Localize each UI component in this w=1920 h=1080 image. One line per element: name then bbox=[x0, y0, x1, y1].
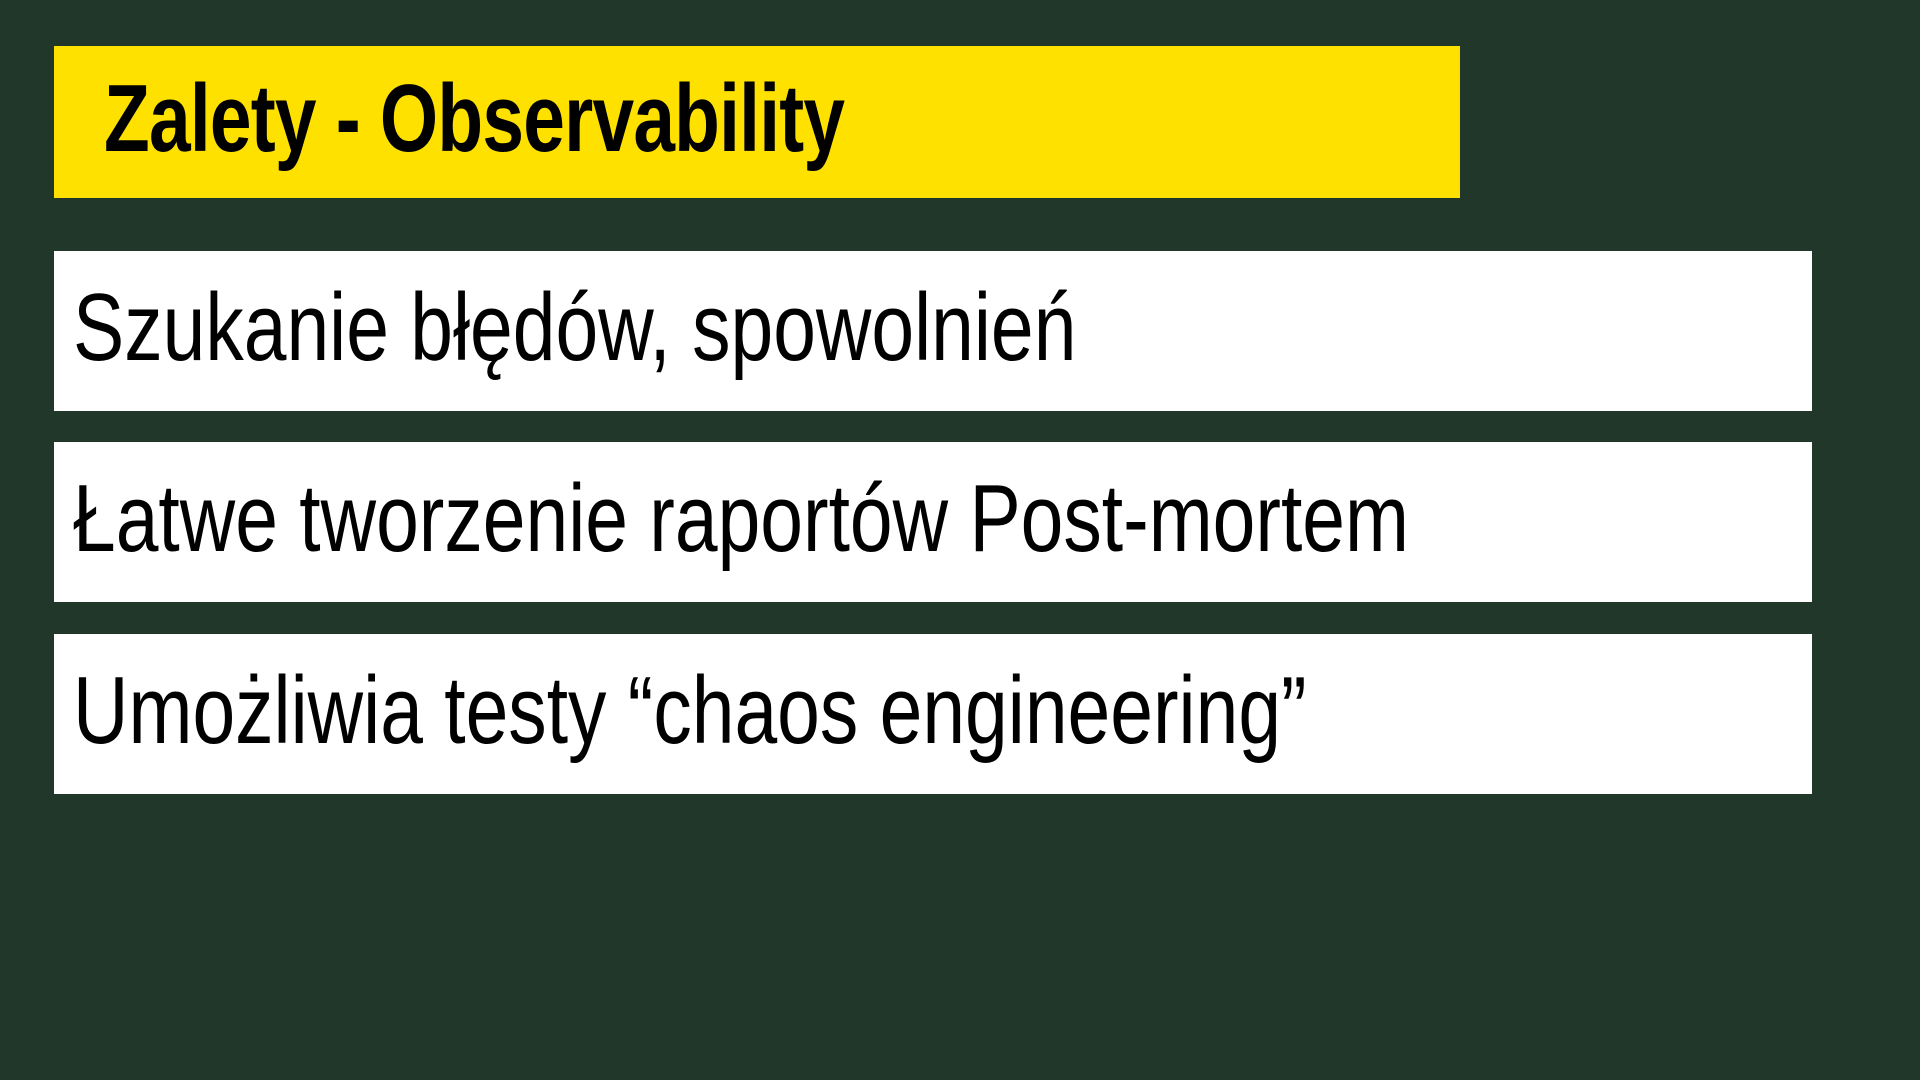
bullet-text-2: Łatwe tworzenie raportów Post-mortem bbox=[73, 465, 1409, 572]
slide-title: Zalety - Observability bbox=[104, 65, 845, 172]
bullet-box-1: Szukanie błędów, spowolnień bbox=[54, 251, 1812, 411]
title-banner: Zalety - Observability bbox=[54, 46, 1460, 198]
bullet-text-3: Umożliwia testy “chaos engineering” bbox=[73, 657, 1307, 764]
bullet-box-3: Umożliwia testy “chaos engineering” bbox=[54, 634, 1812, 794]
bullet-box-2: Łatwe tworzenie raportów Post-mortem bbox=[54, 442, 1812, 602]
bullet-text-1: Szukanie błędów, spowolnień bbox=[73, 274, 1077, 381]
